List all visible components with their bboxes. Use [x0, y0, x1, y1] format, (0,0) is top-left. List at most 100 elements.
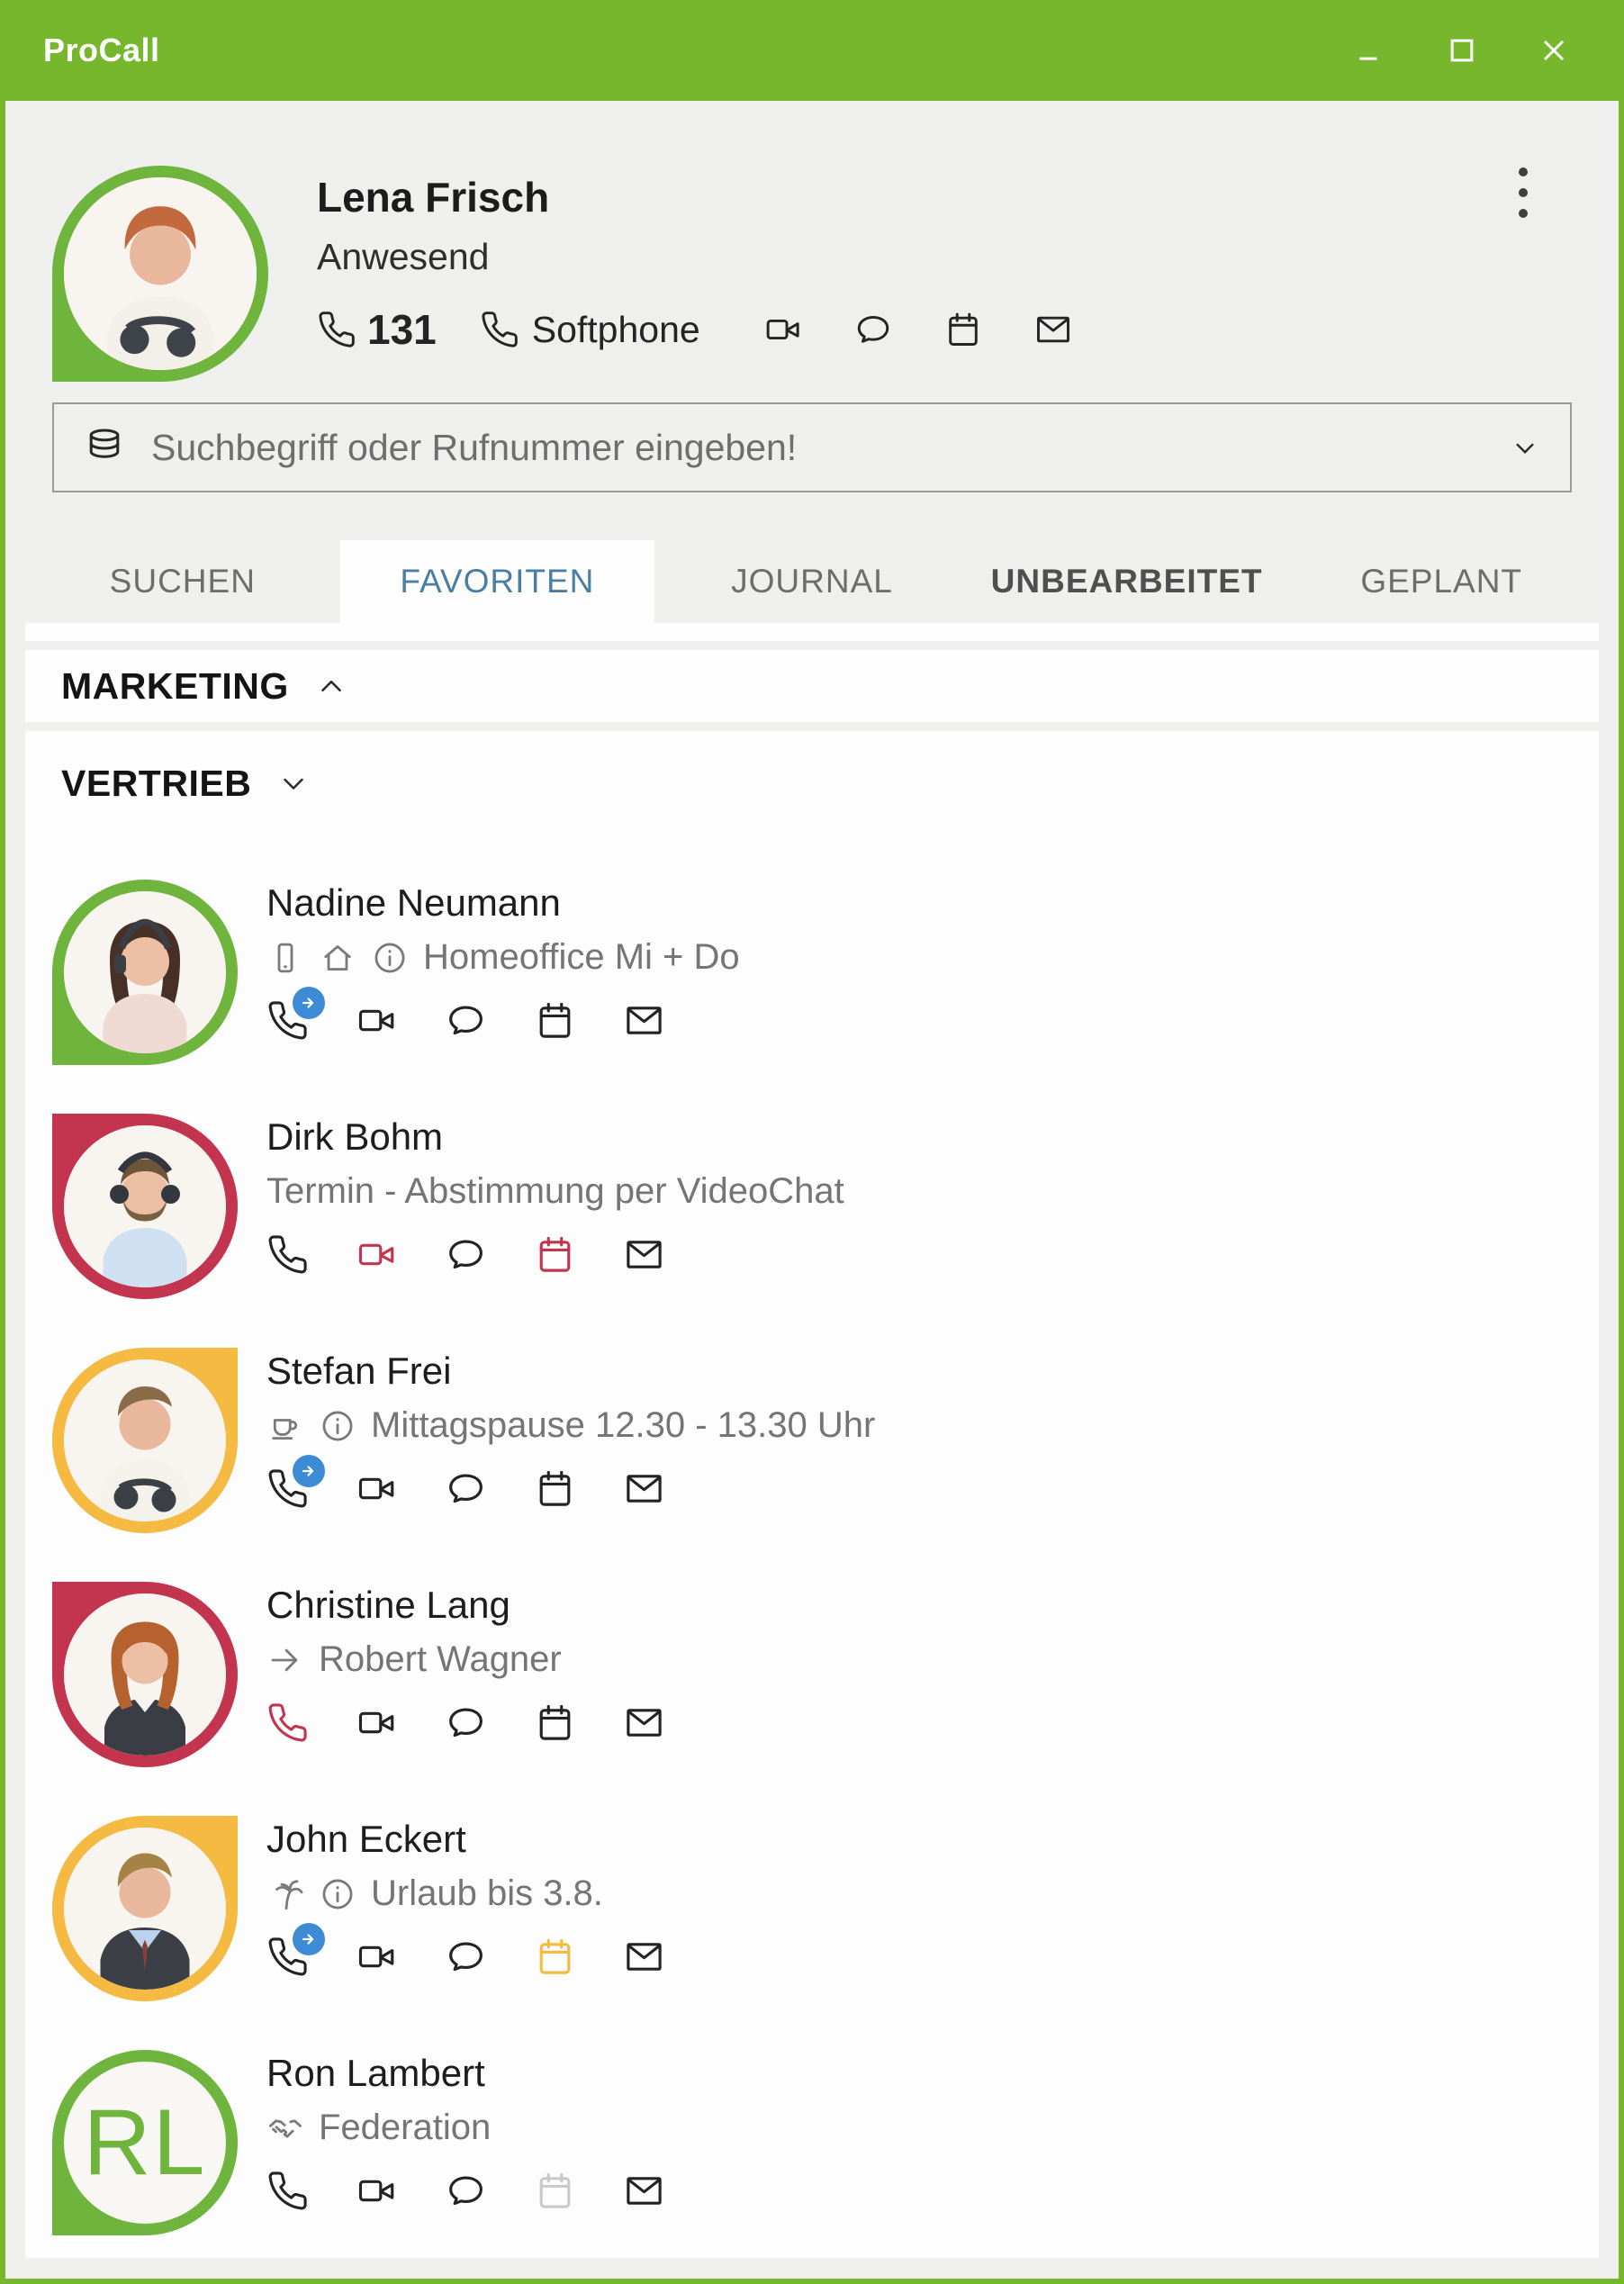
chat-button[interactable]	[445, 1467, 487, 1510]
chat-bubble-icon	[445, 1233, 487, 1276]
contact-row-stefan-frei[interactable]: Stefan Frei Mittagspause 12.30 - 13.30 U…	[25, 1324, 1599, 1558]
status-note: Urlaub bis 3.8.	[371, 1873, 603, 1913]
contact-row-christine-lang[interactable]: Christine Lang Robert Wagner	[25, 1558, 1599, 1792]
chat-button[interactable]	[445, 2170, 487, 2212]
group-header-marketing[interactable]: MARKETING	[25, 650, 1599, 722]
tab-unbearbeitet[interactable]: UNBEARBEITET	[990, 563, 1263, 600]
arrow-right-icon	[266, 1641, 304, 1679]
calendar-button[interactable]	[534, 1936, 576, 1978]
status-note: Termin - Abstimmung per VideoChat	[266, 1171, 844, 1211]
profile-comm-row: 131 Softphone	[317, 305, 1073, 354]
calendar-icon	[534, 1233, 576, 1276]
phone-icon	[266, 2170, 309, 2212]
email-button[interactable]	[623, 1467, 665, 1510]
contact-row-john-eckert[interactable]: John Eckert Urlaub bis 3.8.	[25, 1792, 1599, 2027]
search-expander-button[interactable]	[1509, 431, 1541, 464]
call-forward-badge	[293, 987, 325, 1019]
chat-button[interactable]	[445, 999, 487, 1042]
email-button[interactable]	[623, 1936, 665, 1978]
video-camera-icon	[356, 2170, 398, 2212]
calendar-button[interactable]	[534, 999, 576, 1042]
chat-button[interactable]	[853, 310, 893, 349]
portrait-image	[64, 1359, 226, 1521]
video-camera-icon	[356, 1467, 398, 1510]
email-button[interactable]	[623, 1702, 665, 1744]
calendar-button[interactable]	[534, 1702, 576, 1744]
arrow-right-icon	[299, 1461, 319, 1481]
video-call-button[interactable]	[356, 1936, 398, 1978]
calendar-icon	[534, 1467, 576, 1510]
call-button[interactable]	[266, 1233, 309, 1276]
contact-row-ron-lambert[interactable]: RL Ron Lambert Federation	[25, 2027, 1599, 2258]
call-button[interactable]	[266, 987, 325, 1042]
contact-name: Christine Lang	[266, 1584, 510, 1626]
calendar-button[interactable]	[534, 1467, 576, 1510]
maximize-button[interactable]	[1430, 18, 1494, 83]
tab-suchen[interactable]: SUCHEN	[109, 563, 256, 600]
chat-button[interactable]	[445, 1233, 487, 1276]
call-button[interactable]	[266, 2170, 309, 2212]
calendar-button[interactable]	[534, 1233, 576, 1276]
avatar[interactable]	[52, 166, 268, 382]
group-label: VERTRIEB	[61, 762, 252, 804]
calendar-button[interactable]	[943, 310, 983, 349]
tab-favoriten[interactable]: FAVORITEN	[339, 540, 655, 623]
video-call-button[interactable]	[356, 999, 398, 1042]
video-camera-icon	[763, 310, 803, 349]
envelope-icon	[623, 1936, 665, 1978]
info-icon	[371, 939, 409, 977]
chevron-down-icon	[1509, 431, 1541, 464]
email-button[interactable]	[623, 2170, 665, 2212]
chevron-down-icon	[276, 766, 311, 800]
email-button[interactable]	[623, 999, 665, 1042]
favorites-list: VERTRIEB Nadine Neumann Homeoffice Mi + …	[25, 731, 1599, 2258]
extension-number[interactable]: 131	[367, 306, 437, 353]
call-button[interactable]	[266, 1702, 309, 1744]
softphone-icon[interactable]	[480, 310, 519, 349]
close-button[interactable]	[1521, 18, 1586, 83]
tab-geplant[interactable]: GEPLANT	[1360, 563, 1523, 600]
call-button[interactable]	[266, 1455, 325, 1510]
video-call-button[interactable]	[356, 1467, 398, 1510]
titlebar: ProCall	[5, 0, 1619, 101]
contact-name: Stefan Frei	[266, 1350, 452, 1392]
contact-actions	[266, 1455, 875, 1510]
call-button[interactable]	[266, 1923, 325, 1978]
contact-status-line: Robert Wagner	[266, 1639, 712, 1680]
chat-bubble-icon	[445, 999, 487, 1042]
calendar-icon	[534, 1702, 576, 1744]
search-input[interactable]: Suchbegriff oder Rufnummer eingeben!	[52, 402, 1572, 492]
coffee-icon	[266, 1407, 304, 1445]
video-call-button[interactable]	[356, 2170, 398, 2212]
arrow-right-icon	[299, 993, 319, 1013]
email-button[interactable]	[1033, 310, 1073, 349]
chat-bubble-icon	[853, 310, 893, 349]
video-camera-icon	[356, 1936, 398, 1978]
tab-journal[interactable]: JOURNAL	[731, 563, 893, 600]
minimize-button[interactable]	[1338, 18, 1403, 83]
app-title: ProCall	[43, 32, 160, 68]
envelope-icon	[1033, 310, 1073, 349]
softphone-label[interactable]: Softphone	[531, 308, 700, 350]
video-camera-icon	[356, 1233, 398, 1276]
video-call-button[interactable]	[356, 1702, 398, 1744]
email-button[interactable]	[623, 1233, 665, 1276]
handshake-icon	[266, 2109, 304, 2147]
contact-status-line: Urlaub bis 3.8.	[266, 1873, 712, 1914]
profile-info: Lena Frisch Anwesend 131 Softphone	[317, 166, 1073, 382]
status-note: Mittagspause 12.30 - 13.30 Uhr	[371, 1405, 876, 1445]
chat-button[interactable]	[445, 1936, 487, 1978]
video-call-button[interactable]	[763, 310, 803, 349]
more-options-button[interactable]	[1505, 157, 1541, 229]
phone-icon[interactable]	[317, 310, 356, 349]
contact-row-nadine-neumann[interactable]: Nadine Neumann Homeoffice Mi + Do	[25, 856, 1599, 1090]
contact-actions	[266, 1233, 844, 1276]
group-header-vertrieb[interactable]: VERTRIEB	[25, 731, 1599, 817]
call-forward-badge	[293, 1923, 325, 1955]
video-camera-icon	[356, 999, 398, 1042]
chat-button[interactable]	[445, 1702, 487, 1744]
contact-row-dirk-bohm[interactable]: Dirk Bohm Termin - Abstimmung per VideoC…	[25, 1090, 1599, 1324]
video-call-button[interactable]	[356, 1233, 398, 1276]
contact-name: Dirk Bohm	[266, 1115, 444, 1158]
contact-actions	[266, 1923, 712, 1978]
